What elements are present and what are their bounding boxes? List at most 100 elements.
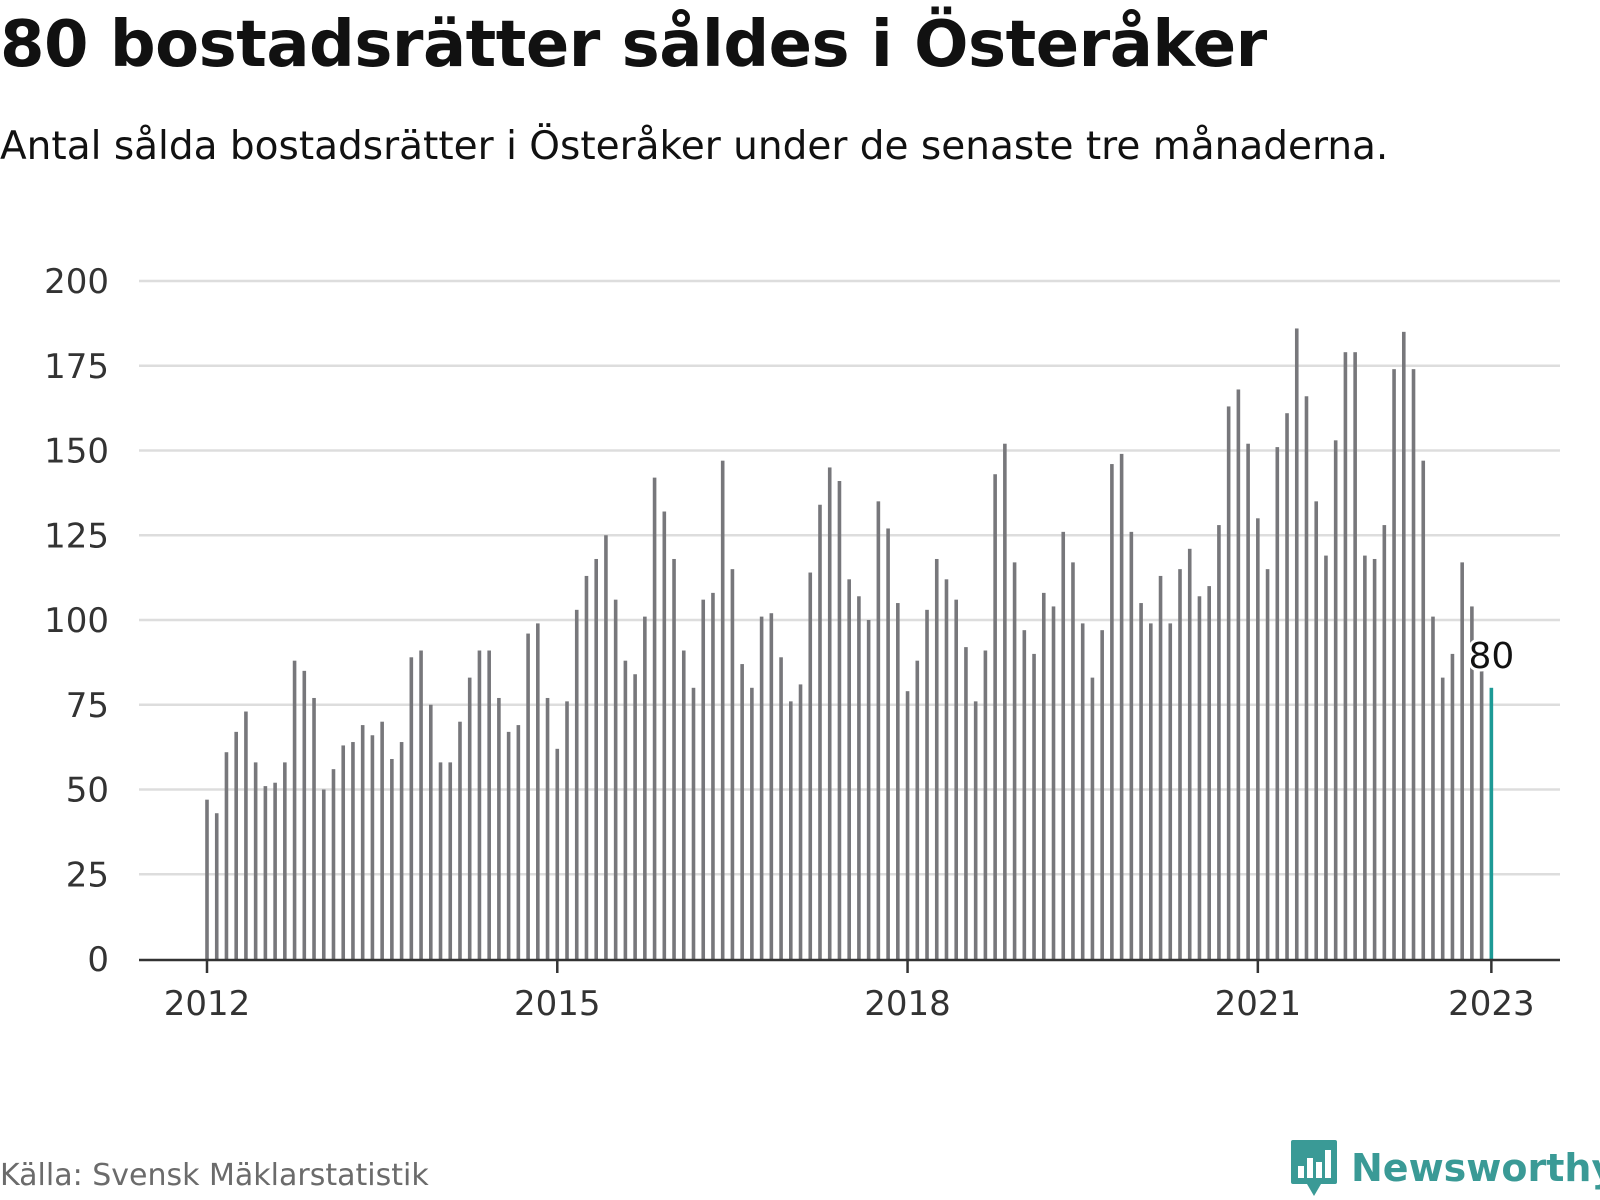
bar: [944, 579, 949, 959]
source-note: Källa: Svensk Mäklarstatistik: [0, 1158, 429, 1193]
bar: [399, 742, 404, 959]
bar: [1246, 443, 1250, 960]
bar: [565, 701, 569, 959]
bar: [827, 467, 832, 959]
bar: [652, 477, 657, 959]
chart-subtitle: Antal sålda bostadsrätter i Österåker un…: [0, 124, 1389, 169]
bar: [1090, 677, 1095, 959]
bar: [1324, 555, 1328, 959]
bar: [1236, 389, 1241, 960]
bar: [623, 660, 628, 959]
bar: [1129, 531, 1134, 959]
bar: [876, 501, 881, 959]
bar: [1353, 352, 1357, 959]
bar: [370, 735, 375, 959]
bar: [1003, 443, 1007, 960]
bar: [1450, 653, 1455, 959]
bar: [740, 664, 744, 959]
x-tick-label: 2023: [1448, 984, 1535, 1024]
newsworthy-logo-icon: [1291, 1140, 1337, 1196]
bar: [720, 460, 725, 959]
bar: [925, 609, 929, 959]
bar: [1382, 525, 1387, 959]
bar: [1041, 592, 1046, 959]
bar: [409, 657, 414, 959]
y-tick-label: 0: [87, 940, 109, 980]
data-label-latest: 80: [1468, 636, 1514, 677]
bar: [672, 558, 676, 959]
bar: [905, 691, 910, 959]
bar: [1431, 616, 1435, 959]
bar: [1032, 653, 1036, 959]
bar: [487, 650, 491, 959]
bar: [1392, 369, 1396, 959]
y-tick-label: 75: [66, 686, 109, 726]
bar: [448, 762, 453, 959]
bar: [1158, 575, 1163, 959]
bar: [1304, 396, 1309, 959]
bar: [283, 762, 287, 959]
bar: [789, 701, 793, 959]
bar: [438, 762, 443, 959]
bar: [798, 684, 803, 959]
bar: [428, 704, 433, 959]
bar: [1080, 623, 1085, 959]
bar: [759, 616, 764, 959]
y-tick-label: 100: [44, 601, 109, 641]
y-tick-label: 150: [44, 432, 109, 472]
bar: [1265, 569, 1270, 959]
bar: [701, 599, 706, 959]
y-tick-label: 125: [44, 516, 109, 556]
bar: [896, 603, 900, 959]
newsworthy-logo: Newsworthy: [1289, 1138, 1600, 1198]
bar: [1275, 447, 1280, 959]
bar: [779, 657, 783, 959]
bar: [234, 731, 238, 959]
bars: [205, 328, 1494, 960]
bar: [662, 511, 667, 959]
bar: [321, 789, 326, 959]
bar: [730, 569, 735, 959]
bar: [613, 599, 618, 959]
bar: [545, 697, 550, 959]
bar: [380, 721, 384, 959]
bar: [477, 650, 482, 959]
bar: [993, 474, 997, 959]
y-tick-label: 200: [44, 262, 109, 302]
bar: [1110, 464, 1114, 959]
bar: [497, 697, 501, 959]
bar: [253, 762, 258, 959]
bar: [1061, 531, 1066, 959]
bar: [1178, 569, 1182, 959]
x-tick-label: 2015: [514, 984, 601, 1024]
bar: [750, 687, 754, 959]
bar: [604, 535, 608, 959]
bar: [1022, 630, 1027, 959]
y-tick-label: 50: [66, 771, 109, 811]
bar: [516, 725, 521, 959]
data-labels: 80: [1465, 633, 1517, 680]
bar: [214, 813, 219, 959]
bar: [594, 558, 598, 959]
bar-latest: [1489, 687, 1494, 959]
bar: [1168, 623, 1173, 959]
bar: [915, 660, 920, 959]
x-axis: 2012 2015 2018 2021 2023: [139, 958, 1560, 1024]
bar: [331, 769, 336, 959]
bar: [866, 620, 871, 959]
bar: [769, 613, 774, 959]
bar: [973, 701, 978, 959]
bar: [1421, 460, 1426, 959]
bar: [711, 592, 715, 959]
bar: [808, 572, 813, 959]
bar: [847, 579, 851, 959]
bar: [1217, 525, 1221, 959]
bar: [360, 725, 365, 959]
bar: [1119, 453, 1124, 959]
bar: [1051, 606, 1056, 959]
bar: [633, 674, 637, 959]
bar: [1343, 352, 1348, 959]
bar: [1100, 630, 1104, 959]
bar: [390, 758, 394, 959]
